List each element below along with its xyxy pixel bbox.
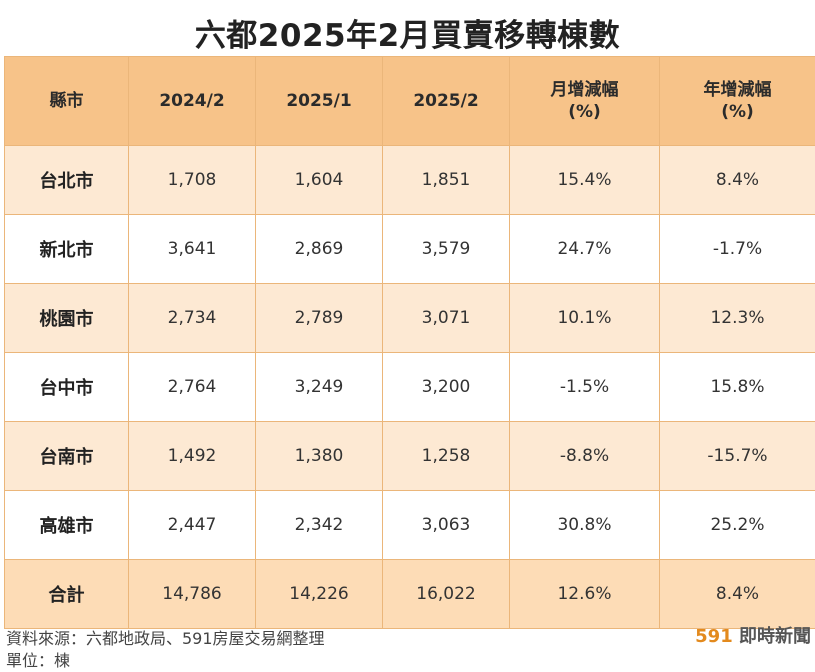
- value-2025-2: 3,579: [382, 214, 510, 284]
- city-cell: 台中市: [4, 352, 129, 422]
- value-2024-2: 1,708: [128, 145, 256, 215]
- transfer-table: 縣市 2024/2 2025/1 2025/2 月增減幅 (%) 年增減幅 (%…: [4, 56, 815, 629]
- mom-cell: 15.4%: [509, 145, 660, 215]
- value-2025-1: 3,249: [255, 352, 383, 422]
- value-2025-1: 2,342: [255, 490, 383, 560]
- yoy-cell: 8.4%: [659, 145, 815, 215]
- table-row: 台南市 1,492 1,380 1,258 -8.8% -15.7%: [4, 421, 815, 491]
- table-header-row: 縣市 2024/2 2025/1 2025/2 月增減幅 (%) 年增減幅 (%…: [4, 56, 815, 146]
- total-yoy: 8.4%: [659, 559, 815, 629]
- news-logo: 591 即時新聞: [695, 622, 811, 648]
- header-yoy-label: 年增減幅: [703, 80, 772, 100]
- city-cell: 新北市: [4, 214, 129, 284]
- table-row: 桃園市 2,734 2,789 3,071 10.1% 12.3%: [4, 283, 815, 353]
- header-yoy: 年增減幅 (%): [659, 56, 815, 146]
- total-mom: 12.6%: [509, 559, 660, 629]
- header-2025-1: 2025/1: [255, 56, 383, 146]
- mom-cell: -1.5%: [509, 352, 660, 422]
- mom-cell: 24.7%: [509, 214, 660, 284]
- logo-number: 591: [695, 626, 733, 647]
- yoy-cell: 25.2%: [659, 490, 815, 560]
- header-mom-unit: (%): [568, 102, 601, 122]
- total-2025-1: 14,226: [255, 559, 383, 629]
- total-2024-2: 14,786: [128, 559, 256, 629]
- table-row: 新北市 3,641 2,869 3,579 24.7% -1.7%: [4, 214, 815, 284]
- header-mom: 月增減幅 (%): [509, 56, 660, 146]
- header-2024-2: 2024/2: [128, 56, 256, 146]
- value-2025-1: 1,380: [255, 421, 383, 491]
- value-2025-2: 1,258: [382, 421, 510, 491]
- value-2025-1: 1,604: [255, 145, 383, 215]
- value-2025-1: 2,789: [255, 283, 383, 353]
- page-title: 六都2025年2月買賣移轉棟數: [194, 18, 621, 54]
- value-2025-2: 1,851: [382, 145, 510, 215]
- logo-text: 即時新聞: [739, 626, 811, 647]
- value-2024-2: 2,764: [128, 352, 256, 422]
- header-2025-2: 2025/2: [382, 56, 510, 146]
- table-total-row: 合計 14,786 14,226 16,022 12.6% 8.4%: [4, 559, 815, 629]
- unit-text: 單位：棟: [6, 651, 71, 670]
- city-cell: 桃園市: [4, 283, 129, 353]
- city-cell: 台北市: [4, 145, 129, 215]
- source-text: 資料來源：六都地政局、591房屋交易網整理: [6, 629, 325, 648]
- total-label: 合計: [4, 559, 129, 629]
- header-yoy-unit: (%): [721, 102, 754, 122]
- value-2025-1: 2,869: [255, 214, 383, 284]
- source-note: 資料來源：六都地政局、591房屋交易網整理 單位：棟: [6, 628, 325, 672]
- table-row: 台中市 2,764 3,249 3,200 -1.5% 15.8%: [4, 352, 815, 422]
- value-2024-2: 2,734: [128, 283, 256, 353]
- mom-cell: 30.8%: [509, 490, 660, 560]
- yoy-cell: 15.8%: [659, 352, 815, 422]
- city-cell: 高雄市: [4, 490, 129, 560]
- value-2025-2: 3,071: [382, 283, 510, 353]
- yoy-cell: 12.3%: [659, 283, 815, 353]
- value-2024-2: 1,492: [128, 421, 256, 491]
- yoy-cell: -15.7%: [659, 421, 815, 491]
- value-2025-2: 3,063: [382, 490, 510, 560]
- mom-cell: -8.8%: [509, 421, 660, 491]
- city-cell: 台南市: [4, 421, 129, 491]
- yoy-cell: -1.7%: [659, 214, 815, 284]
- header-city: 縣市: [4, 56, 129, 146]
- value-2024-2: 3,641: [128, 214, 256, 284]
- value-2025-2: 3,200: [382, 352, 510, 422]
- value-2024-2: 2,447: [128, 490, 256, 560]
- total-2025-2: 16,022: [382, 559, 510, 629]
- mom-cell: 10.1%: [509, 283, 660, 353]
- table-row: 台北市 1,708 1,604 1,851 15.4% 8.4%: [4, 145, 815, 215]
- header-mom-label: 月增減幅: [550, 80, 619, 100]
- table-row: 高雄市 2,447 2,342 3,063 30.8% 25.2%: [4, 490, 815, 560]
